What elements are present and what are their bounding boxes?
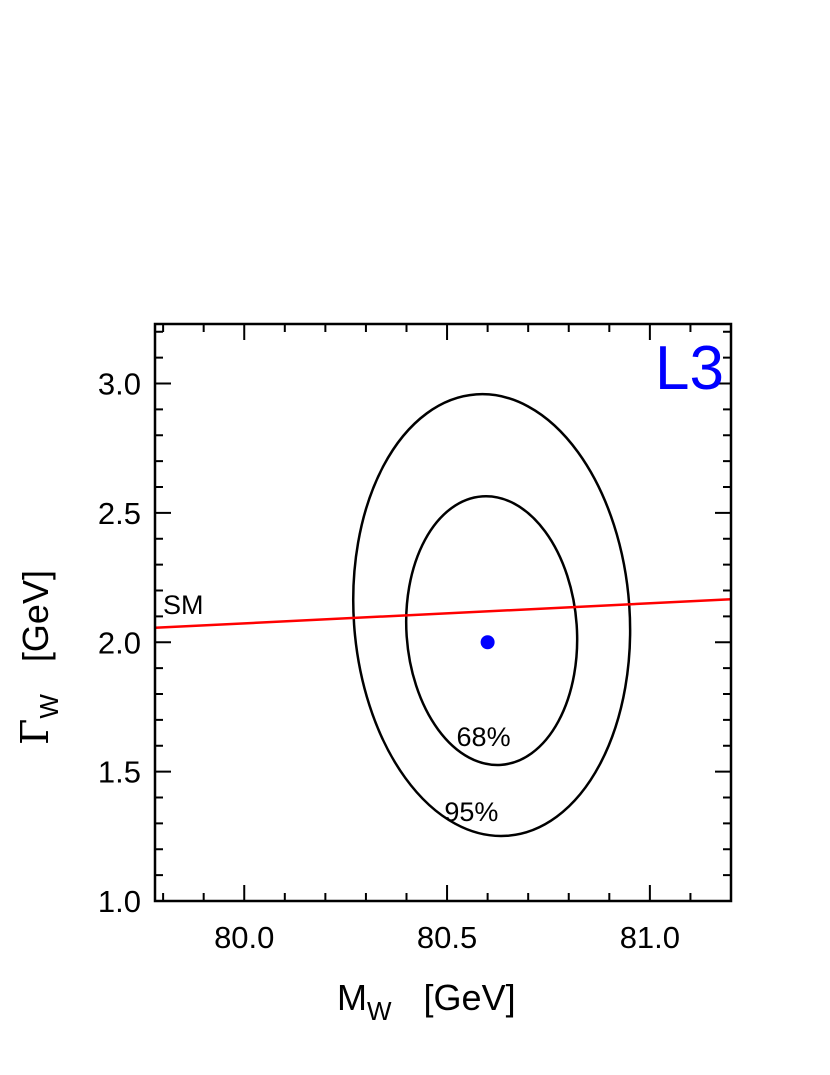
best-fit [480,635,495,650]
confidence-contours: 68% 95% [351,392,632,838]
y-axis-unit: [GeV] [15,570,56,662]
svg-text:MW[GeV]: MW [GeV] [337,977,516,1026]
y-axis-title: ΓW [GeV] [13,570,64,745]
y-tick-label: 2.0 [98,625,141,660]
y-tick-label: 1.5 [98,755,141,790]
contour-label: 95% [444,797,498,827]
x-tick-label: 80.5 [417,920,477,955]
best-fit-point [480,635,495,650]
y-tick-label: 2.5 [98,496,141,531]
y-tick-label: 1.0 [98,884,141,919]
axis-ticks: 80.0 80.5 81.0 1.0 1.5 2.0 2.5 3.0 [98,324,732,955]
plot-border [153,322,733,903]
contour-68 [404,495,579,767]
x-axis-subscript: W [367,996,392,1026]
contour-95 [351,392,632,838]
y-axis-subscript: W [34,694,64,719]
experiment-label: L3 [655,334,724,403]
y-axis-symbol: Γ [13,719,57,745]
x-tick-label: 81.0 [620,920,680,955]
x-axis-unit: [GeV] [424,977,516,1018]
contour-label: 68% [457,722,511,752]
svg-text:ΓW[GeV]: ΓW [GeV] [13,570,64,745]
sm-label: SM [163,590,204,620]
plot-frame [153,322,733,903]
x-axis-title: MW [GeV] [337,977,516,1026]
sm-line [154,598,732,630]
sm-prediction: SM [154,590,732,630]
x-tick-label: 80.0 [214,920,274,955]
y-tick-label: 3.0 [98,367,141,402]
x-axis-symbol: M [337,977,367,1018]
